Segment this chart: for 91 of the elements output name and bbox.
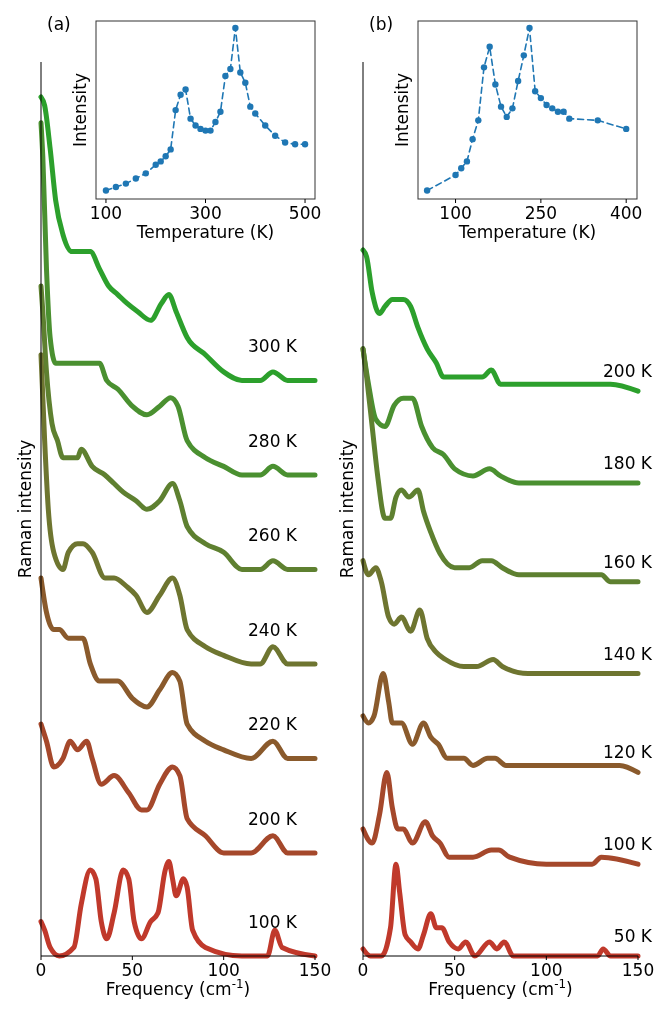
chart-title: (a) [47,14,71,34]
point [492,81,499,88]
series-label: 260 K [248,525,298,546]
point [560,108,567,115]
point [486,43,493,50]
point [509,105,516,112]
series-label: 120 K [603,742,653,763]
point [514,77,522,85]
point [207,127,214,134]
point [222,72,229,80]
point [172,106,179,114]
series-label: 160 K [603,551,653,572]
x-axis-title: Frequency (cm$^{-1}$) [105,977,251,999]
point [192,122,199,129]
point [152,161,159,168]
x-tick-label: 100 [207,960,240,980]
y-axis-title: Intensity [392,73,412,147]
x-tick-label: 250 [524,203,558,223]
point [271,132,279,139]
x-tick-label: 500 [288,203,322,223]
point [469,135,476,143]
series-label: 50 K [613,926,653,946]
series-label: 100 K [248,912,298,932]
x-axis-title: Frequency (cm$^{-1}$) [428,977,573,999]
point [423,187,431,194]
point [301,141,309,148]
point [452,171,459,179]
x-tick-label: 300 [189,203,222,223]
x-tick-label: 0 [357,960,369,980]
point [262,122,269,129]
point [566,115,573,122]
point [237,69,244,76]
point [526,24,533,32]
point [463,158,471,165]
x-tick-label: 0 [35,960,47,980]
point [475,117,482,124]
point [232,24,239,32]
point [531,88,539,95]
point [122,180,130,187]
point [217,108,224,115]
point [520,52,527,59]
point [142,170,149,177]
series-label: 220 K [248,714,298,735]
point [497,103,505,110]
x-tick-label: 50 [443,960,466,980]
series-label: 140 K [603,643,653,664]
point [503,113,510,121]
point [480,64,488,71]
point [252,110,259,117]
y-axis-title: Intensity [70,73,90,147]
point [291,141,299,148]
x-tick-label: 100 [530,960,563,980]
point [247,103,254,110]
point [212,118,219,126]
x-axis-title: Temperature (K) [135,222,275,242]
point [157,158,164,165]
x-tick-label: 150 [621,960,655,980]
x-tick-label: 50 [121,960,144,980]
series-label: 240 K [248,619,298,640]
series-label: 100 K [603,834,653,855]
point [227,65,234,73]
chart-title: (b) [369,14,394,34]
point [187,115,194,122]
point [549,105,556,112]
point [182,86,189,93]
x-tick-label: 100 [89,203,123,223]
point [622,125,630,133]
point [594,117,601,124]
x-tick-label: 100 [439,203,472,223]
point [112,183,120,191]
point [458,165,465,172]
point [281,139,289,146]
point [543,101,550,109]
point [242,79,249,86]
x-axis-title: Temperature (K) [457,222,597,242]
point [102,187,110,194]
point [162,153,169,160]
x-tick-label: 400 [609,203,643,223]
point [537,94,545,102]
point [167,146,174,153]
series-label: 280 K [248,430,298,451]
point [132,175,140,182]
series-label: 300 K [248,336,298,357]
series-label: 180 K [603,452,653,473]
y-axis-title: Raman intensity [337,439,357,579]
point [554,108,562,115]
series-label: 200 K [603,361,653,382]
point [177,91,184,98]
series-label: 200 K [248,808,298,829]
y-axis-title: Raman intensity [15,439,35,579]
x-tick-label: 150 [298,960,332,980]
